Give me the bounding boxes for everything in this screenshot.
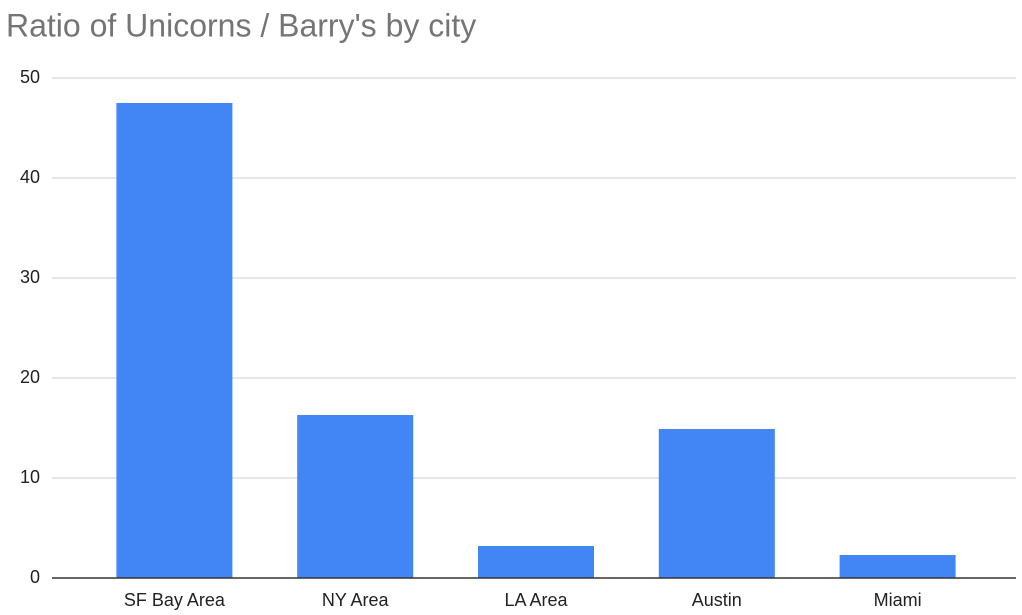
x-tick-label: LA Area bbox=[504, 590, 568, 610]
y-tick-label: 10 bbox=[20, 467, 40, 487]
y-tick-label: 50 bbox=[20, 67, 40, 87]
bar bbox=[116, 103, 233, 578]
bar bbox=[658, 429, 775, 578]
x-tick-label: NY Area bbox=[322, 590, 390, 610]
y-tick-label: 20 bbox=[20, 367, 40, 387]
x-tick-label: SF Bay Area bbox=[124, 590, 226, 610]
bar bbox=[297, 415, 414, 578]
x-tick-label: Miami bbox=[874, 590, 922, 610]
y-tick-label: 0 bbox=[30, 567, 40, 587]
x-tick-label: Austin bbox=[692, 590, 742, 610]
bar bbox=[478, 546, 594, 578]
y-tick-label: 40 bbox=[20, 167, 40, 187]
bar bbox=[839, 555, 956, 578]
y-tick-label: 30 bbox=[20, 267, 40, 287]
chart-title: Ratio of Unicorns / Barry's by city bbox=[6, 7, 476, 43]
